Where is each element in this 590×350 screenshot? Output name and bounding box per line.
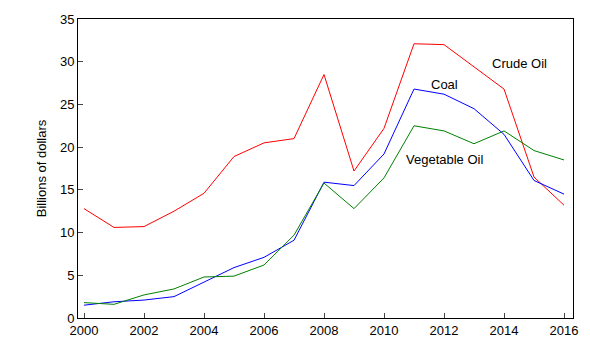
svg-text:0: 0 (67, 311, 74, 326)
svg-text:2016: 2016 (550, 323, 579, 338)
svg-text:25: 25 (60, 97, 74, 112)
svg-text:2010: 2010 (370, 323, 399, 338)
svg-text:2002: 2002 (130, 323, 159, 338)
svg-text:2006: 2006 (250, 323, 279, 338)
svg-text:2000: 2000 (70, 323, 99, 338)
svg-text:10: 10 (60, 225, 74, 240)
svg-text:30: 30 (60, 54, 74, 69)
svg-text:Coal: Coal (431, 77, 458, 92)
svg-text:2008: 2008 (310, 323, 339, 338)
svg-text:35: 35 (60, 12, 74, 27)
svg-text:Vegetable Oil: Vegetable Oil (406, 152, 483, 167)
svg-text:15: 15 (60, 182, 74, 197)
svg-text:2004: 2004 (190, 323, 219, 338)
svg-text:2014: 2014 (490, 323, 519, 338)
svg-text:Billions of dollars: Billions of dollars (34, 119, 49, 217)
svg-text:Crude Oil: Crude Oil (492, 56, 547, 71)
svg-text:20: 20 (60, 140, 74, 155)
svg-text:5: 5 (67, 268, 74, 283)
svg-text:2012: 2012 (430, 323, 459, 338)
